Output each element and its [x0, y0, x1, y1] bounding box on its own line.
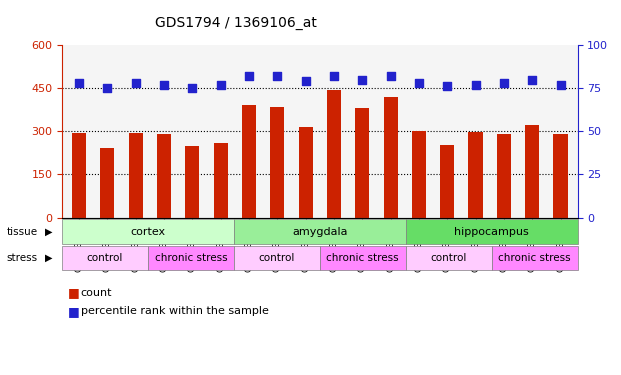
- Text: count: count: [81, 288, 112, 297]
- Point: [74, 80, 84, 86]
- Point: [527, 76, 537, 82]
- Text: ▶: ▶: [45, 226, 52, 237]
- Point: [499, 80, 509, 86]
- Point: [414, 80, 424, 86]
- Bar: [299, 127, 313, 218]
- Bar: [242, 105, 256, 218]
- Point: [301, 78, 310, 84]
- Bar: [412, 131, 426, 218]
- Bar: [525, 126, 539, 218]
- Point: [357, 76, 367, 82]
- Text: control: control: [87, 253, 123, 263]
- Text: stress: stress: [6, 253, 37, 263]
- Text: amygdala: amygdala: [292, 226, 348, 237]
- Bar: [440, 145, 455, 218]
- Bar: [157, 134, 171, 218]
- Text: tissue: tissue: [6, 226, 37, 237]
- Bar: [327, 90, 341, 218]
- Point: [386, 73, 396, 79]
- Bar: [101, 148, 114, 217]
- Bar: [468, 132, 483, 218]
- Bar: [72, 133, 86, 218]
- Bar: [270, 107, 284, 218]
- Text: ■: ■: [68, 286, 80, 299]
- Text: cortex: cortex: [130, 226, 166, 237]
- Bar: [384, 97, 397, 218]
- Text: hippocampus: hippocampus: [454, 226, 529, 237]
- Point: [131, 80, 141, 86]
- Point: [159, 82, 169, 88]
- Bar: [129, 133, 143, 218]
- Point: [471, 82, 481, 88]
- Text: control: control: [430, 253, 467, 263]
- Text: ■: ■: [68, 305, 80, 318]
- Text: control: control: [259, 253, 295, 263]
- Point: [273, 73, 283, 79]
- Point: [244, 73, 254, 79]
- Point: [556, 82, 566, 88]
- Text: chronic stress: chronic stress: [327, 253, 399, 263]
- Bar: [553, 134, 568, 218]
- Bar: [214, 143, 228, 218]
- Point: [102, 85, 112, 91]
- Text: chronic stress: chronic stress: [498, 253, 571, 263]
- Text: chronic stress: chronic stress: [155, 253, 227, 263]
- Text: GDS1794 / 1369106_at: GDS1794 / 1369106_at: [155, 16, 317, 30]
- Bar: [185, 146, 199, 218]
- Point: [215, 82, 225, 88]
- Text: percentile rank within the sample: percentile rank within the sample: [81, 306, 269, 316]
- Bar: [355, 108, 369, 217]
- Point: [188, 85, 197, 91]
- Bar: [497, 134, 511, 218]
- Point: [329, 73, 339, 79]
- Point: [442, 83, 452, 89]
- Text: ▶: ▶: [45, 253, 52, 263]
